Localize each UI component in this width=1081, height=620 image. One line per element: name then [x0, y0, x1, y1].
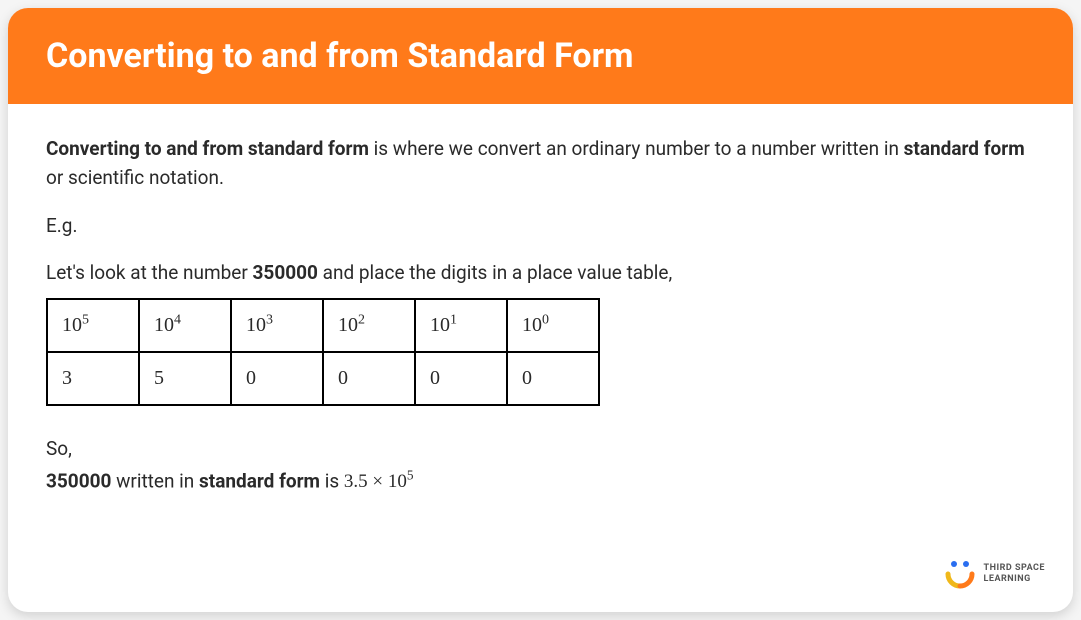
digit: 0: [246, 367, 256, 389]
base: 10: [246, 314, 266, 336]
conclusion-mid: written in: [111, 469, 199, 492]
exp: 5: [82, 313, 89, 328]
rexp: 5: [407, 468, 414, 483]
col-header: 100: [507, 299, 599, 353]
base: 10: [154, 314, 174, 336]
digit: 3: [62, 367, 72, 389]
rbase: 10: [388, 471, 407, 492]
example-num: 350000: [253, 261, 318, 284]
col-header: 103: [231, 299, 323, 353]
card-content: Converting to and from standard form is …: [8, 104, 1073, 545]
brand-logo: THIRD SPACE LEARNING: [944, 558, 1045, 590]
result: 3.5 × 105: [344, 471, 414, 492]
base: 10: [522, 314, 542, 336]
lesson-card: Converting to and from Standard Form Con…: [8, 8, 1073, 612]
digit: 5: [154, 367, 164, 389]
place-value-table-wrap: 105 104 103 102 101 100 3 5 0 0 0 0: [46, 298, 1035, 407]
card-title: Converting to and from Standard Form: [46, 36, 1035, 76]
base: 10: [430, 314, 450, 336]
exp: 4: [174, 313, 181, 328]
logo-line1: THIRD SPACE: [984, 563, 1045, 574]
example-pre: Let's look at the number: [46, 261, 253, 284]
cell: 0: [415, 352, 507, 405]
logo-icon: [944, 558, 976, 590]
intro-paragraph: Converting to and from standard form is …: [46, 134, 1035, 193]
logo-text: THIRD SPACE LEARNING: [984, 563, 1045, 585]
intro-body-2: or scientific notation.: [46, 166, 224, 189]
times: ×: [368, 471, 388, 492]
intro-bold-mid: standard form: [904, 137, 1025, 160]
table-header-row: 105 104 103 102 101 100: [47, 299, 599, 353]
conclusion-is: is: [320, 469, 344, 492]
base: 10: [338, 314, 358, 336]
exp: 0: [542, 313, 549, 328]
card-header: Converting to and from Standard Form: [8, 8, 1073, 104]
exp: 3: [266, 313, 273, 328]
cell: 5: [139, 352, 231, 405]
cell: 0: [231, 352, 323, 405]
cell: 0: [323, 352, 415, 405]
so-line: So,: [46, 434, 1035, 463]
col-header: 101: [415, 299, 507, 353]
example-line: Let's look at the number 350000 and plac…: [46, 258, 1035, 287]
col-header: 102: [323, 299, 415, 353]
conclusion-num: 350000: [46, 469, 111, 492]
digit: 0: [430, 367, 440, 389]
digit: 0: [338, 367, 348, 389]
coef: 3.5: [344, 471, 368, 492]
col-header: 104: [139, 299, 231, 353]
intro-body-1: is where we convert an ordinary number t…: [369, 137, 904, 160]
col-header: 105: [47, 299, 139, 353]
exp: 2: [358, 313, 365, 328]
cell: 0: [507, 352, 599, 405]
logo-line2: LEARNING: [984, 574, 1045, 585]
conclusion-sf: standard form: [199, 469, 320, 492]
digit: 0: [522, 367, 532, 389]
exp: 1: [450, 313, 457, 328]
cell: 3: [47, 352, 139, 405]
base: 10: [62, 314, 82, 336]
eg-label: E.g.: [46, 211, 1035, 240]
intro-bold-lead: Converting to and from standard form: [46, 137, 369, 160]
place-value-table: 105 104 103 102 101 100 3 5 0 0 0 0: [46, 298, 600, 407]
example-post: and place the digits in a place value ta…: [318, 261, 672, 284]
conclusion-line: 350000 written in standard form is 3.5 ×…: [46, 466, 1035, 497]
table-row: 3 5 0 0 0 0: [47, 352, 599, 405]
